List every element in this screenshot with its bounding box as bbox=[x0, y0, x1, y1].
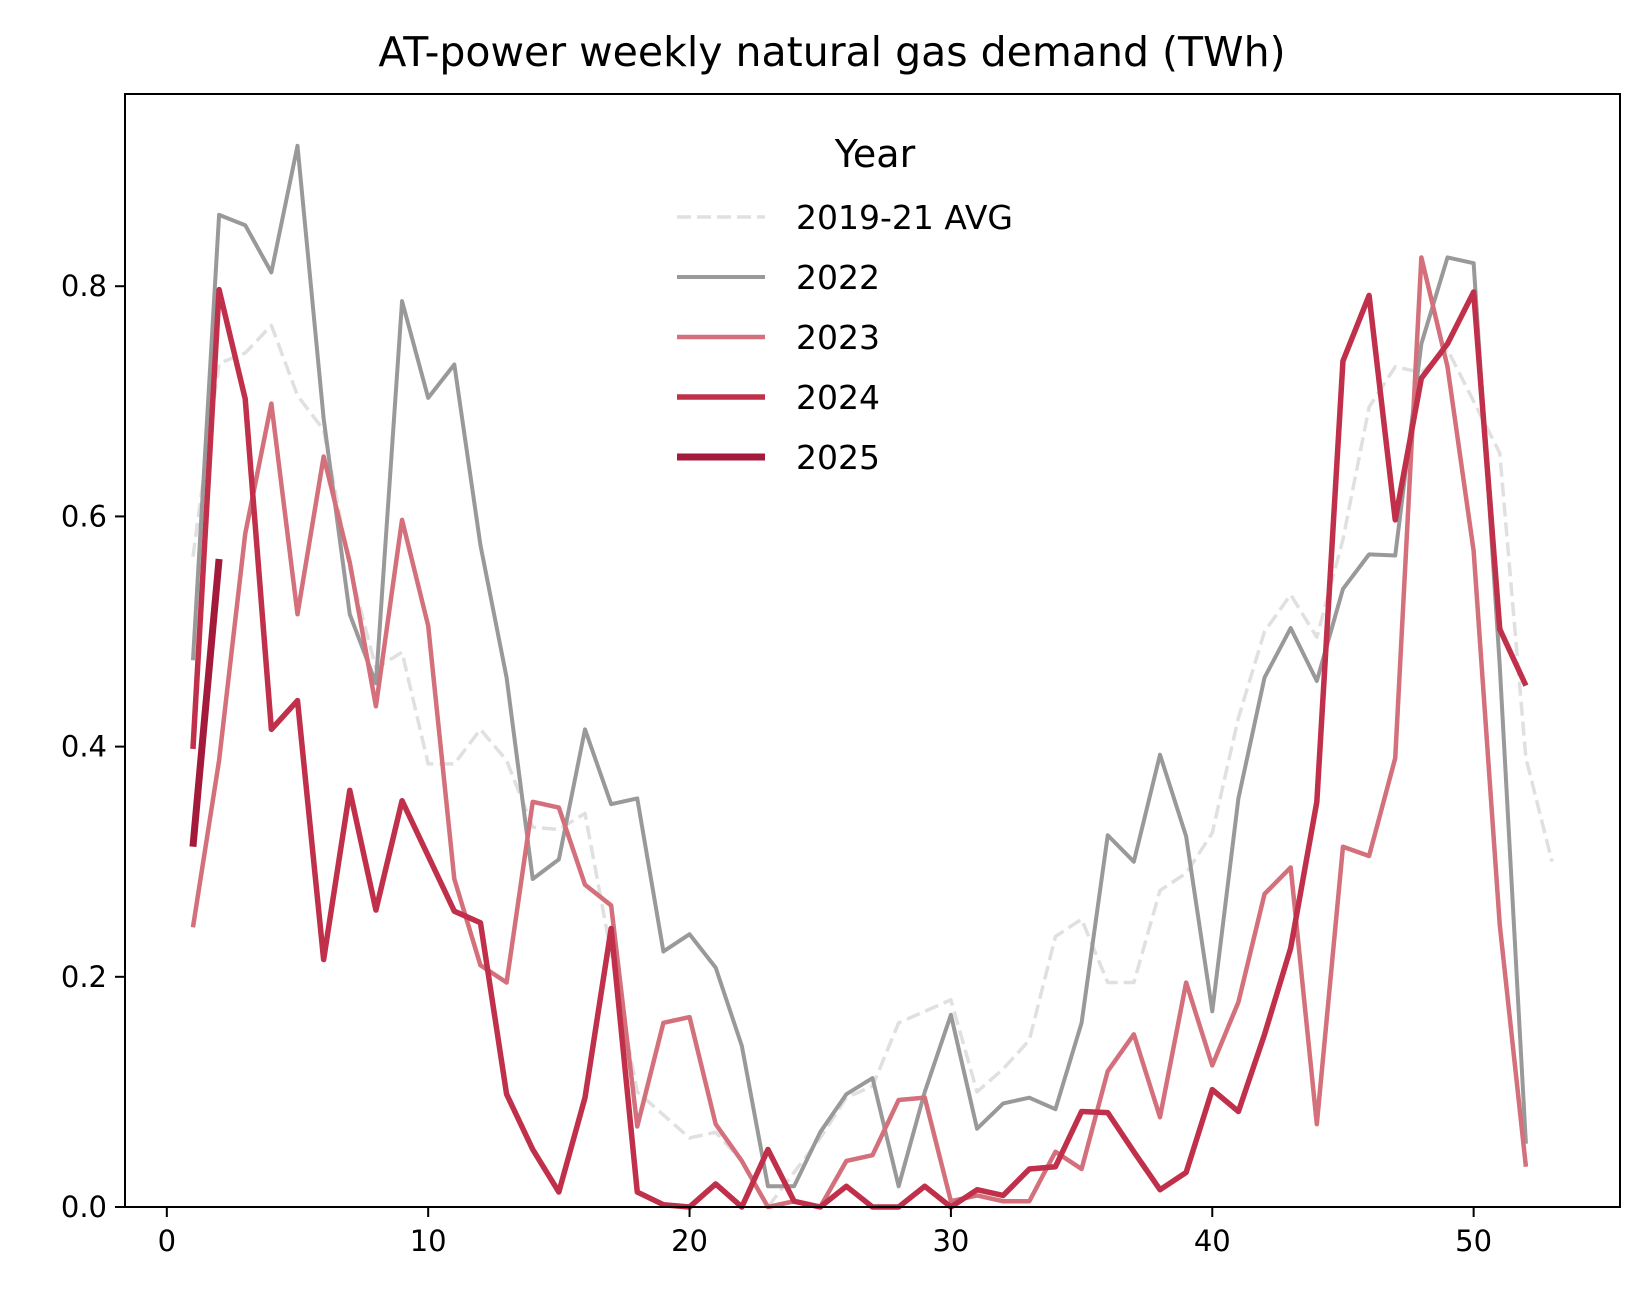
chart-title: AT-power weekly natural gas demand (TWh) bbox=[378, 28, 1285, 76]
legend-label: 2022 bbox=[796, 258, 880, 297]
axes-frame bbox=[124, 93, 1621, 1208]
series-layer bbox=[189, 143, 1554, 1210]
y-tick-label: 0.2 bbox=[61, 960, 107, 994]
x-tick-label: 0 bbox=[158, 1224, 176, 1258]
x-tick-label: 20 bbox=[671, 1224, 708, 1258]
y-tick-label: 0.6 bbox=[61, 499, 107, 533]
series-line-2022 bbox=[190, 143, 1528, 1189]
y-tick-label: 0.8 bbox=[61, 269, 107, 303]
legend-title: Year bbox=[834, 132, 916, 176]
legend: Year 2019-21 AVG 2022 2023 2024 2025 bbox=[677, 132, 1013, 477]
series-line-2025 bbox=[189, 558, 223, 848]
x-tick-label: 10 bbox=[410, 1224, 447, 1258]
legend-label: 2025 bbox=[796, 438, 880, 477]
series-line-2024 bbox=[190, 286, 1529, 1210]
legend-label: 2023 bbox=[796, 318, 880, 357]
axes-layer: 0 10 20 30 40 50 0.0 0.2 0.4 0.6 0.8 bbox=[61, 93, 1621, 1258]
x-tick-label: 50 bbox=[1455, 1224, 1492, 1258]
x-tick-label: 30 bbox=[932, 1224, 969, 1258]
x-tick-label: 40 bbox=[1194, 1224, 1231, 1258]
legend-label: 2019-21 AVG bbox=[796, 198, 1013, 237]
series-line-2023 bbox=[190, 255, 1529, 1210]
y-tick-label: 0.0 bbox=[61, 1190, 107, 1224]
legend-label: 2024 bbox=[796, 378, 880, 417]
y-tick-label: 0.4 bbox=[61, 730, 107, 764]
